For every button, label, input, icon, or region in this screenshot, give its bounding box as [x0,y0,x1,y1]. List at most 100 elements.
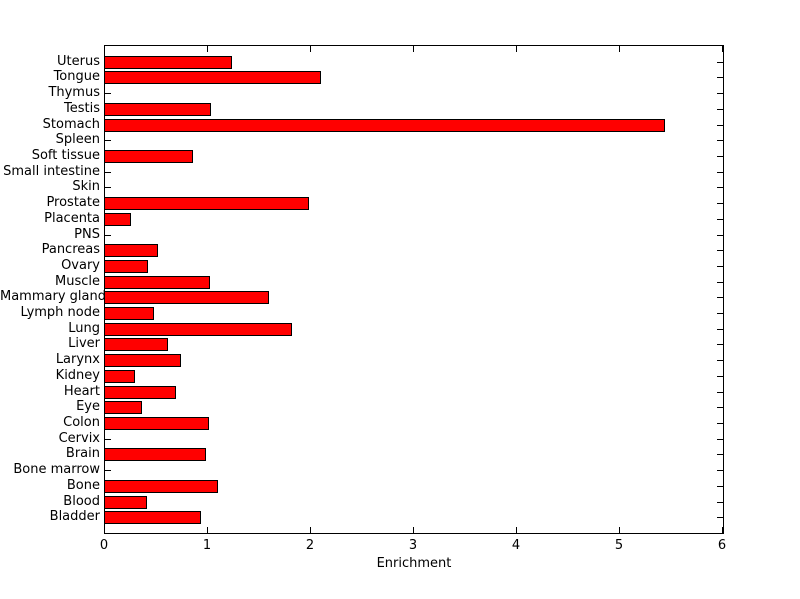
x-axis-tick [207,527,208,533]
y-axis-tick-mirror [717,454,723,455]
x-axis-tick-mirror [413,46,414,52]
category-label: Tongue [53,69,100,84]
category-label: Bladder [49,509,100,524]
y-axis-tick-mirror [717,109,723,110]
category-label: Small intestine [3,164,100,179]
x-axis-tick-labels: 0 1 2 3 4 5 6 [100,538,727,554]
category-label: Soft tissue [31,148,100,163]
x-tick-label: 6 [717,538,727,553]
x-tick-label: 2 [305,538,315,553]
category-label: Liver [68,336,100,351]
x-axis-tick [310,527,311,533]
y-axis-tick-mirror [717,156,723,157]
y-axis-tick [105,235,111,236]
y-axis-tick-mirror [717,344,723,345]
y-axis-tick-mirror [717,313,723,314]
x-axis-tick [722,527,723,533]
y-axis-tick-mirror [717,502,723,503]
x-axis-tick [104,527,105,533]
category-label: Bone [66,478,100,493]
category-label: Testis [64,101,100,116]
x-axis-tick [516,527,517,533]
y-axis-tick-mirror [717,172,723,173]
category-label: Ovary [61,258,100,273]
category-label: Larynx [55,352,100,367]
x-axis-tick-mirror [722,46,723,52]
category-label: Cervix [58,431,100,446]
category-label: Bone marrow [13,462,100,477]
y-axis-tick [105,172,111,173]
bar-placenta [104,213,131,226]
y-axis-tick-mirror [717,486,723,487]
y-axis-tick-mirror [717,93,723,94]
bar-kidney [104,370,135,383]
y-axis-tick [105,470,111,471]
category-label: Stomach [42,117,100,132]
bar-tongue [104,71,321,84]
bar-pancreas [104,244,158,257]
bar-larynx [104,354,181,367]
y-axis-tick [105,439,111,440]
y-axis-tick-mirror [717,392,723,393]
x-axis-tick-mirror [207,46,208,52]
category-label: Prostate [46,195,100,210]
y-axis-tick-mirror [717,470,723,471]
x-axis-tick-mirror [104,46,105,52]
y-axis-tick-mirror [717,140,723,141]
x-axis-tick-mirror [516,46,517,52]
category-label: Lung [68,321,100,336]
y-axis-tick-mirror [717,203,723,204]
x-tick-label: 5 [614,538,624,553]
y-axis-tick-mirror [717,376,723,377]
y-axis-tick-mirror [717,250,723,251]
bar-bladder [104,511,201,524]
category-label: Heart [63,384,100,399]
y-axis-tick-mirror [717,423,723,424]
bar-eye [104,401,142,414]
category-label: Skin [72,179,100,194]
y-axis-tick-mirror [717,187,723,188]
category-label: Kidney [55,368,100,383]
bar-lung [104,323,292,336]
bar-uterus [104,56,232,69]
bar-liver [104,338,168,351]
category-label: Placenta [44,211,100,226]
x-axis-tick-mirror [310,46,311,52]
bar-ovary [104,260,148,273]
y-axis-tick-mirror [717,125,723,126]
category-label: Blood [63,494,100,509]
bar-lymph-node [104,307,154,320]
y-axis-tick-mirror [717,77,723,78]
bar-blood [104,496,147,509]
bar-prostate [104,197,309,210]
x-axis-tick [413,527,414,533]
category-label: Pancreas [41,242,100,257]
y-axis-tick-mirror [717,407,723,408]
bar-muscle [104,276,210,289]
category-label: Spleen [55,132,100,147]
bar-testis [104,103,211,116]
bar-soft-tissue [104,150,193,163]
y-axis-tick [105,187,111,188]
y-axis-tick [105,140,111,141]
y-axis-category-labels: Uterus Tongue Thymus Testis Stomach Spleen Sof… [0,45,106,534]
category-label: Muscle [55,274,100,289]
category-label: Eye [76,399,100,414]
y-axis-tick-mirror [717,235,723,236]
x-tick-label: 0 [99,538,109,553]
bar-mammary-gland [104,291,269,304]
y-axis-tick-mirror [717,329,723,330]
category-label: Uterus [57,54,100,69]
x-tick-label: 1 [202,538,212,553]
category-label: Brain [65,446,100,461]
x-tick-label: 4 [511,538,521,553]
y-axis-tick-mirror [717,282,723,283]
y-axis-tick-mirror [717,266,723,267]
y-axis-tick-mirror [717,439,723,440]
y-axis-tick-mirror [717,219,723,220]
category-label: Thymus [48,85,100,100]
bar-brain [104,448,206,461]
y-axis-tick-mirror [717,360,723,361]
bar-colon [104,417,209,430]
